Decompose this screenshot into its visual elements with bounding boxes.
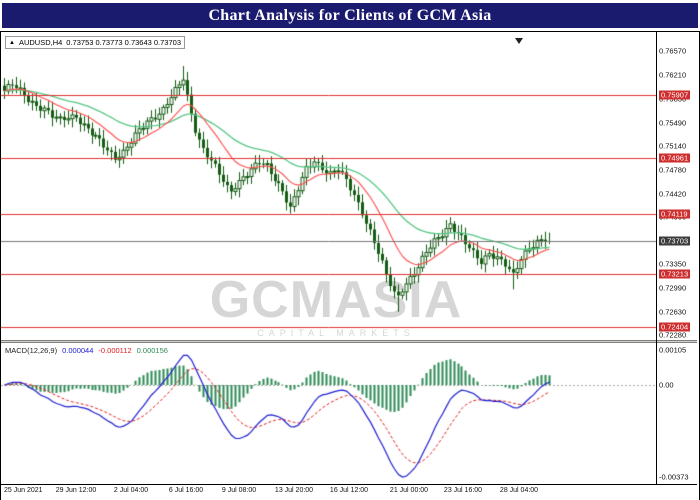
symbol-name: AUDUSD,H4 [18, 38, 63, 47]
panel-separator[interactable] [1, 340, 697, 343]
symbol-marker-icon: ▲ [9, 39, 15, 46]
symbol-ohlc: 0.73753 0.73773 0.73643 0.73703 [66, 38, 181, 47]
sr-price-label[interactable]: 0.74119 [659, 209, 690, 219]
price-tick[interactable]: 0.73350 [659, 259, 687, 269]
price-tick[interactable]: 0.72630 [659, 307, 687, 317]
page-title: Chart Analysis for Clients of GCM Asia [208, 6, 492, 24]
time-tick[interactable]: 29 Jun 12:00 [55, 487, 97, 494]
time-tick[interactable]: 2 Jul 04:00 [113, 487, 149, 494]
price-chart-canvas[interactable] [1, 32, 656, 340]
macd-main-value: 0.000044 [62, 346, 94, 355]
time-tick[interactable]: 13 Jul 20:00 [274, 487, 314, 494]
symbol-info-box: ▲ AUDUSD,H4 0.73753 0.73773 0.73643 0.73… [5, 36, 185, 49]
macd-hist-value: 0.000156 [136, 346, 168, 355]
chart-shift-end-icon[interactable] [515, 38, 523, 44]
price-axis-separator [656, 32, 657, 484]
macd-label: MACD(12,26,9) [5, 346, 58, 355]
sr-price-label[interactable]: 0.74961 [659, 153, 691, 163]
title-bar: Chart Analysis for Clients of GCM Asia [2, 3, 698, 28]
time-tick[interactable]: 23 Jul 16:00 [443, 487, 483, 494]
price-tick[interactable]: 0.75490 [659, 118, 687, 128]
price-tick[interactable]: 0.72990 [659, 283, 687, 293]
time-tick[interactable]: 21 Jul 00:00 [389, 487, 429, 494]
time-tick[interactable]: 16 Jul 12:00 [329, 487, 369, 494]
price-tick[interactable]: 0.74420 [659, 189, 687, 199]
price-tick[interactable]: 0.76210 [659, 70, 687, 80]
price-tick[interactable]: 0.74780 [659, 165, 687, 175]
macd-tick[interactable]: 0.00105 [659, 345, 687, 355]
time-tick[interactable]: 9 Jul 08:00 [221, 487, 257, 494]
sr-price-label[interactable]: 0.73213 [659, 269, 691, 279]
macd-tick[interactable]: -0.00373 [659, 472, 689, 482]
time-axis-separator [1, 484, 697, 485]
time-tick[interactable]: 28 Jul 04:00 [499, 487, 539, 494]
time-tick[interactable]: 25 Jun 2021 [4, 487, 43, 494]
current-price-label[interactable]: 0.73703 [659, 236, 691, 246]
price-tick[interactable]: 0.72280 [659, 330, 687, 340]
sr-price-label[interactable]: 0.75907 [659, 90, 691, 100]
macd-tick[interactable]: 0.00 [659, 380, 674, 390]
macd-signal-value: -0.000112 [98, 346, 132, 355]
price-tick[interactable]: 0.76570 [659, 46, 687, 56]
chart-terminal: GCMASIA CAPITAL MARKETS ▲ AUDUSD,H4 0.73… [0, 31, 700, 500]
sr-price-label[interactable]: 0.72404 [659, 322, 691, 332]
time-tick[interactable]: 6 Jul 16:00 [168, 487, 204, 494]
macd-indicator-canvas[interactable] [1, 343, 656, 484]
macd-info-box: MACD(12,26,9) 0.000044 -0.000112 0.00015… [5, 346, 168, 355]
price-tick[interactable]: 0.75140 [659, 141, 687, 151]
